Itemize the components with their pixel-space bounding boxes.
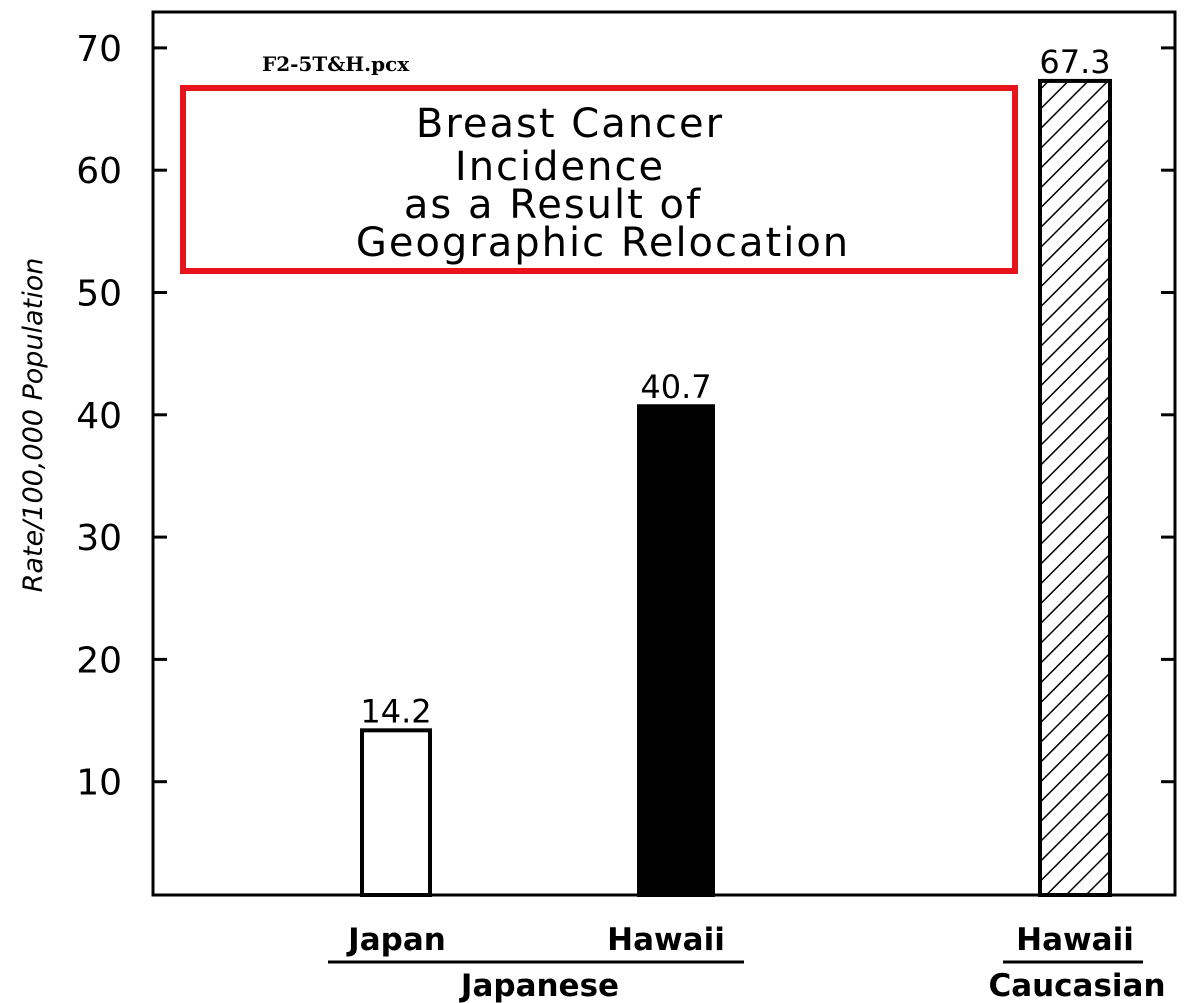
y-tick-label: 20 [76,640,122,681]
title-line-3: as a Result of [404,182,702,228]
title-box [180,85,1018,274]
bar-hawaii-caucasian [1038,78,1112,897]
y-tick-label: 30 [76,518,122,559]
y-tick-label: 50 [76,274,122,315]
chart-title: Breast Cancer Incidence as a Result of G… [356,101,850,266]
title-line-4: Geographic Relocation [356,220,850,266]
x-axis: Japan Hawaii Hawaii Japanese Caucasian [328,922,1166,1003]
group-label-japanese: Japanese [459,968,619,1003]
bar-value-label: 67.3 [1039,43,1110,81]
title-line-2: Incidence [455,144,665,190]
y-tick-label: 40 [76,396,122,437]
y-tick-label: 70 [76,29,122,70]
y-axis: 10 20 30 40 50 60 70 [76,29,1175,804]
title-line-1: Breast Cancer [416,101,724,147]
bars: 14.2 40.7 67.3 [360,43,1112,897]
group-label-caucasian: Caucasian [988,968,1165,1003]
bar-japan [360,728,432,897]
y-axis-label: Rate/100,000 Population [18,258,49,593]
file-label: F2-5T&H.pcx [262,52,410,76]
category-label-japan: Japan [346,922,446,958]
category-label-hawaii-japanese: Hawaii [607,922,725,958]
bar-value-label: 14.2 [360,692,431,730]
category-label-hawaii-caucasian: Hawaii [1016,922,1134,958]
y-tick-label: 60 [76,151,122,192]
bar-value-label: 40.7 [640,368,711,406]
y-tick-label: 10 [76,763,122,804]
bar-hawaii-japanese [637,404,715,897]
